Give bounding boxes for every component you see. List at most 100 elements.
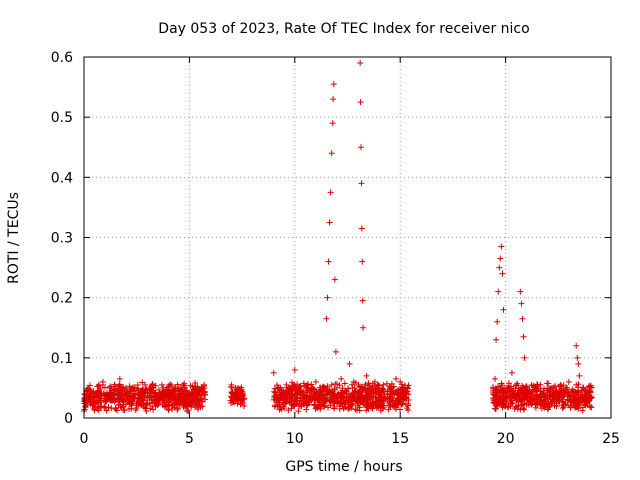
data-point xyxy=(380,381,387,388)
data-point xyxy=(548,384,555,391)
data-point xyxy=(97,404,104,411)
data-point xyxy=(289,379,296,386)
data-point xyxy=(294,398,301,405)
x-tick-label: 5 xyxy=(185,431,194,447)
data-point xyxy=(364,396,371,403)
data-point xyxy=(500,306,507,313)
data-point xyxy=(167,381,174,388)
data-point xyxy=(157,393,164,400)
data-point xyxy=(287,390,294,397)
x-tick-label: 0 xyxy=(80,431,89,447)
data-point xyxy=(175,393,182,400)
data-point xyxy=(350,378,357,385)
data-point xyxy=(271,388,278,395)
data-point xyxy=(290,402,297,409)
data-point xyxy=(168,382,175,389)
data-point xyxy=(493,401,500,408)
data-point xyxy=(558,382,565,389)
data-point xyxy=(399,384,406,391)
data-point xyxy=(88,393,95,400)
data-point xyxy=(165,406,172,413)
data-point xyxy=(152,393,159,400)
data-point xyxy=(96,391,103,398)
data-point xyxy=(128,401,135,408)
data-point xyxy=(358,180,365,187)
data-point xyxy=(317,390,324,397)
data-point xyxy=(320,383,327,390)
data-point xyxy=(332,348,339,355)
data-point xyxy=(321,384,328,391)
data-point xyxy=(173,401,180,408)
data-point xyxy=(201,381,208,388)
data-point xyxy=(498,243,505,250)
data-point xyxy=(585,383,592,390)
data-point xyxy=(192,384,199,391)
data-point xyxy=(536,396,543,403)
data-point xyxy=(156,399,163,406)
data-point xyxy=(316,399,323,406)
data-point xyxy=(279,393,286,400)
data-point xyxy=(502,402,509,409)
data-point xyxy=(538,405,545,412)
data-point xyxy=(405,407,412,414)
y-tick-label: 0.2 xyxy=(51,291,73,307)
data-point xyxy=(577,391,584,398)
data-point xyxy=(518,300,525,307)
data-point xyxy=(377,404,384,411)
data-point xyxy=(558,393,565,400)
data-point xyxy=(276,406,283,413)
y-tick-label: 0.3 xyxy=(51,231,73,247)
data-point xyxy=(398,396,405,403)
data-point xyxy=(327,189,334,196)
data-point xyxy=(235,396,242,403)
data-point xyxy=(174,381,181,388)
data-point xyxy=(146,400,153,407)
data-point xyxy=(163,390,170,397)
data-point xyxy=(388,384,395,391)
data-point xyxy=(305,394,312,401)
data-point xyxy=(320,400,327,407)
data-point xyxy=(520,405,527,412)
data-point xyxy=(517,288,524,295)
data-point xyxy=(365,402,372,409)
data-point xyxy=(330,96,337,103)
data-point xyxy=(116,381,123,388)
data-point xyxy=(495,288,502,295)
data-point xyxy=(333,384,340,391)
data-point xyxy=(121,397,128,404)
data-point xyxy=(565,378,572,385)
data-point xyxy=(154,396,161,403)
data-point xyxy=(570,387,577,394)
data-point xyxy=(323,398,330,405)
data-point xyxy=(158,381,165,388)
data-point xyxy=(359,258,366,265)
data-point xyxy=(559,405,566,412)
data-point xyxy=(349,401,356,408)
data-point xyxy=(352,406,359,413)
data-point xyxy=(540,399,547,406)
data-point xyxy=(189,390,196,397)
data-point xyxy=(277,392,284,399)
data-point xyxy=(112,404,119,411)
data-point xyxy=(584,390,591,397)
data-point xyxy=(379,395,386,402)
data-point xyxy=(194,395,201,402)
data-point xyxy=(346,404,353,411)
data-point xyxy=(108,384,115,391)
data-point xyxy=(527,394,534,401)
data-point xyxy=(146,393,153,400)
data-point xyxy=(378,399,385,406)
data-point xyxy=(191,399,198,406)
data-point xyxy=(493,392,500,399)
data-point xyxy=(583,400,590,407)
data-point xyxy=(523,401,530,408)
data-point xyxy=(386,400,393,407)
data-point xyxy=(300,393,307,400)
data-point xyxy=(502,390,509,397)
data-point xyxy=(342,387,349,394)
x-tick-label: 10 xyxy=(286,431,304,447)
data-point xyxy=(506,384,513,391)
data-point xyxy=(579,404,586,411)
data-point xyxy=(523,387,530,394)
